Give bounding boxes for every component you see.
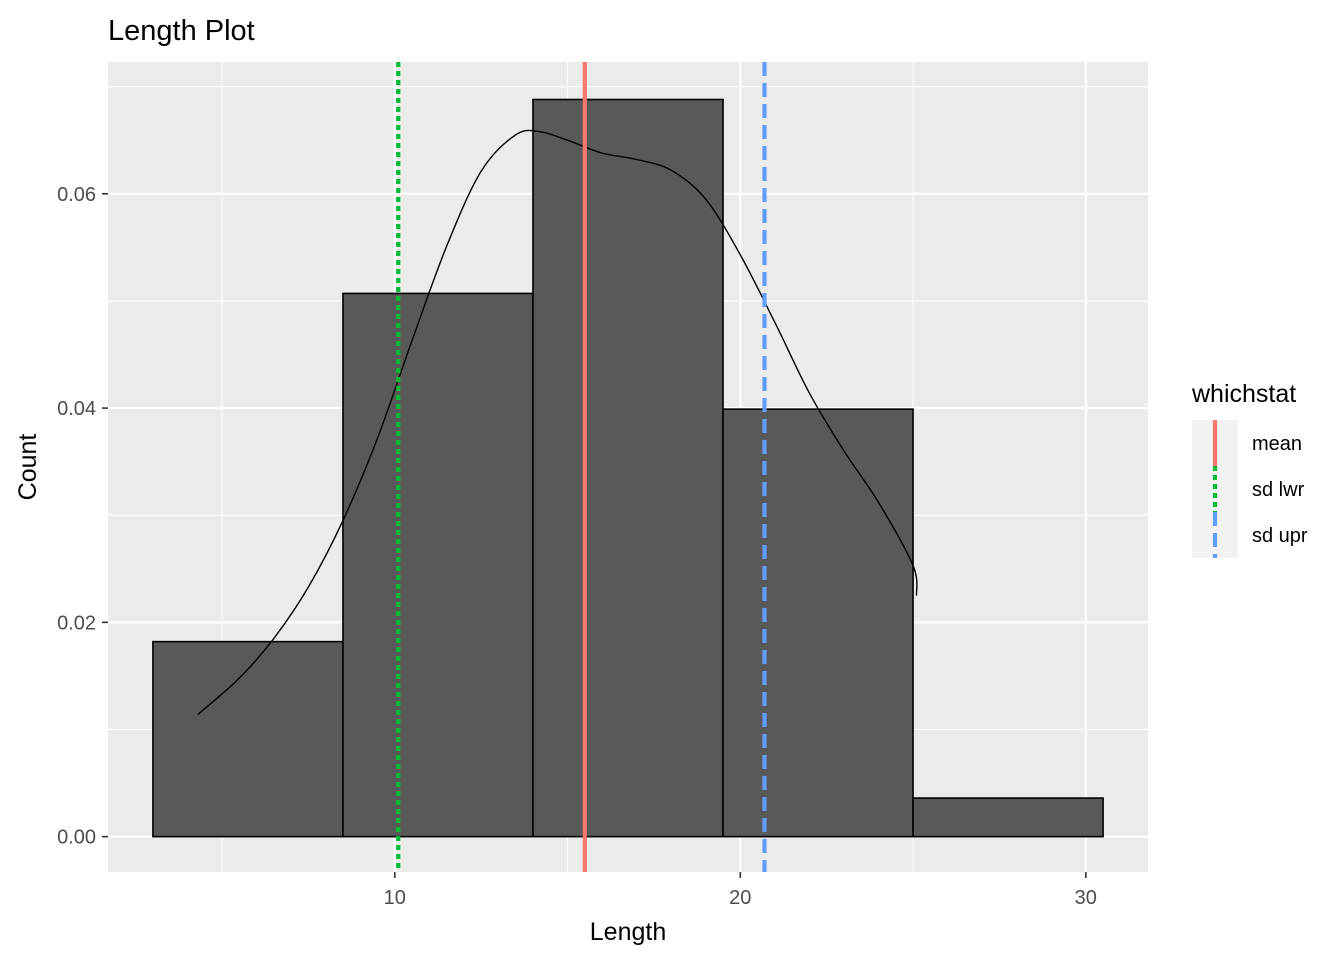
chart-title: Length Plot [108,15,255,47]
legend-title: whichstat [1191,380,1296,408]
legend-label: mean [1252,433,1302,455]
density-curve-layer [197,129,918,716]
density-curve [197,129,918,716]
histogram-bars [152,98,1104,838]
legend-label: sd upr [1252,525,1308,547]
y-tick-label: 0.06 [57,184,96,206]
histogram-bar [912,797,1104,838]
y-tick-label: 0.00 [57,827,96,849]
legend-label: sd lwr [1252,479,1305,501]
histogram-bar [722,408,914,838]
stat-lines [396,62,767,872]
x-tick-label: 10 [384,887,406,909]
histogram-bar [532,98,724,838]
x-axis: 10 20 30 [384,872,1097,909]
legend: whichstat mean sd lwr sd upr [1191,380,1308,558]
histogram-bar [342,292,534,838]
x-tick-label: 20 [729,887,751,909]
y-axis: 0.00 0.02 0.04 0.06 [57,184,108,849]
x-axis-label: Length [590,918,666,946]
y-tick-label: 0.02 [57,612,96,634]
histogram-bar [152,640,344,838]
x-tick-label: 30 [1075,887,1097,909]
y-tick-label: 0.04 [57,398,96,420]
y-axis-label: Count [14,434,42,501]
